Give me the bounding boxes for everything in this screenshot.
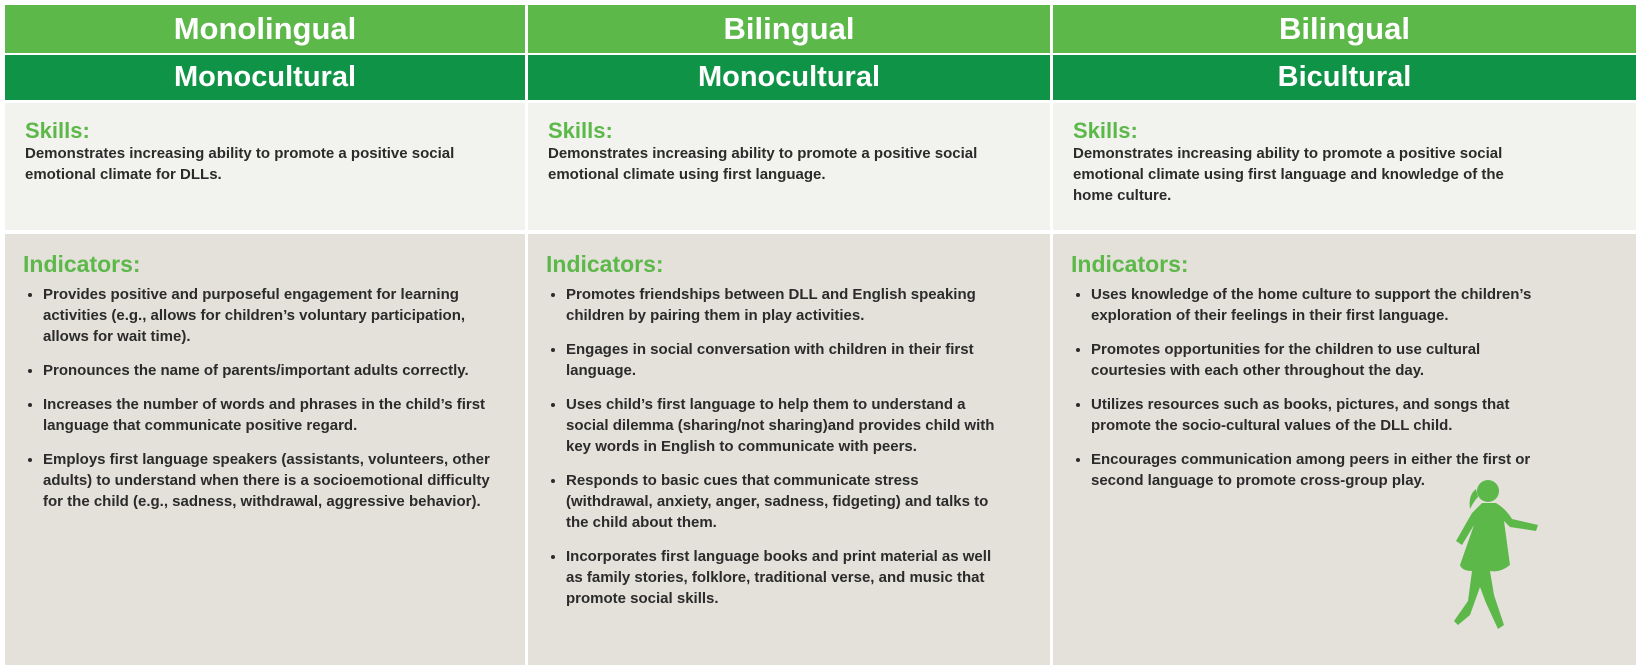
column-title: Monolingual	[5, 5, 525, 53]
indicator-item: Provides positive and purposeful engagem…	[43, 284, 493, 347]
skills-section: Skills: Demonstrates increasing ability t…	[5, 103, 525, 230]
indicator-item: Pronounces the name of parents/important…	[43, 360, 493, 381]
indicators-section: Indicators: Provides positive and purpose…	[5, 234, 525, 665]
indicator-list: Provides positive and purposeful engagem…	[23, 284, 493, 512]
indicators-label: Indicators:	[23, 251, 141, 277]
column-subtitle: Monocultural	[528, 55, 1050, 100]
indicators-label: Indicators:	[546, 251, 664, 277]
child-silhouette	[1454, 480, 1538, 629]
skills-section: Skills: Demonstrates increasing ability t…	[1053, 103, 1636, 230]
indicator-item: Increases the number of words and phrase…	[43, 394, 493, 436]
skills-section: Skills: Demonstrates increasing ability t…	[528, 103, 1050, 230]
column-subtitle: Bicultural	[1053, 55, 1636, 100]
indicators-label: Indicators:	[1071, 251, 1189, 277]
indicator-list: Uses knowledge of the home culture to su…	[1071, 284, 1551, 491]
indicator-item: Responds to basic cues that communicate …	[566, 470, 1006, 533]
indicator-item: Employs first language speakers (assista…	[43, 449, 493, 512]
skills-label: Skills:	[25, 118, 90, 143]
indicator-item: Uses knowledge of the home culture to su…	[1091, 284, 1551, 326]
indicator-item: Promotes opportunities for the children …	[1091, 339, 1551, 381]
indicator-list: Promotes friendships between DLL and Eng…	[546, 284, 1006, 609]
indicators-section: Indicators: Uses knowledge of the home cu…	[1053, 234, 1636, 665]
skills-label: Skills:	[548, 118, 613, 143]
column: Bilingual Bicultural Skills: Demonstrates i…	[1053, 5, 1636, 665]
column-title: Bilingual	[1053, 5, 1636, 53]
skills-text: Demonstrates increasing ability to promo…	[25, 145, 455, 183]
skills-text: Demonstrates increasing ability to promo…	[548, 145, 978, 183]
skills-label: Skills:	[1073, 118, 1138, 143]
skills-text: Demonstrates increasing ability to promo…	[1073, 145, 1504, 204]
column-title: Bilingual	[528, 5, 1050, 53]
indicator-item: Encourages communication among peers in …	[1091, 449, 1551, 491]
column-subtitle: Monocultural	[5, 55, 525, 100]
indicator-item: Uses child’s first language to help them…	[566, 394, 1006, 457]
column: Monolingual Monocultural Skills: Demonstrat…	[5, 5, 525, 665]
indicator-item: Engages in social conversation with chil…	[566, 339, 1006, 381]
indicator-item: Incorporates first language books and pr…	[566, 546, 1006, 609]
indicator-item: Promotes friendships between DLL and Eng…	[566, 284, 1006, 326]
indicators-section: Indicators: Promotes friendships between …	[528, 234, 1050, 665]
column: Bilingual Monocultural Skills: Demonstrates…	[528, 5, 1050, 665]
indicator-item: Utilizes resources such as books, pictur…	[1091, 394, 1551, 436]
